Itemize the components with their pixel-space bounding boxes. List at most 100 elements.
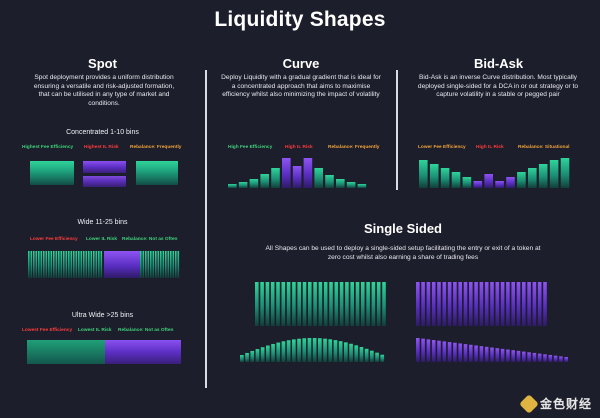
spot-wide-bar bbox=[48, 251, 50, 278]
single-sided-spot-purple-bar bbox=[543, 282, 547, 326]
single-sided-bid-ask-purple-bar bbox=[469, 344, 473, 362]
curve-tag-il: High IL Risk bbox=[285, 145, 313, 150]
single-sided-spot-purple-bar bbox=[437, 282, 441, 326]
single-sided-spot-purple-bar bbox=[537, 282, 542, 326]
single-sided-bid-ask-purple-bar bbox=[458, 343, 462, 362]
single-sided-curve-green-bar bbox=[240, 355, 244, 362]
spot-wide-bar bbox=[35, 251, 38, 278]
single-sided-spot-purple-bar bbox=[458, 282, 462, 326]
single-sided-curve-green-bar bbox=[292, 339, 296, 362]
single-sided-spot-green-bar bbox=[339, 282, 344, 326]
spot-concentrated-label: Concentrated 1-10 bins bbox=[66, 129, 139, 136]
single-sided-curve-green-bar bbox=[302, 338, 307, 362]
curve-bar bbox=[292, 166, 302, 188]
single-sided-spot-purple-bar bbox=[431, 282, 436, 326]
spot-ultra-wide-block-left bbox=[27, 340, 105, 364]
single-sided-curve-green-bar bbox=[359, 346, 364, 362]
spot-wide-bar bbox=[40, 251, 43, 278]
spot-wide-bar bbox=[150, 251, 152, 278]
single-sided-spot-green-bar bbox=[297, 282, 301, 326]
single-sided-curve-green-bar bbox=[260, 347, 265, 362]
single-sided-spot-green-bar bbox=[276, 282, 280, 326]
single-sided-bid-ask-purple-bar bbox=[548, 354, 553, 362]
single-sided-curve-green-bar bbox=[344, 342, 348, 362]
bid-ask-bar bbox=[506, 177, 515, 188]
spot-wide-bar bbox=[172, 251, 175, 278]
bid-ask-heading: Bid-Ask bbox=[473, 56, 524, 71]
curve-bar bbox=[249, 179, 259, 188]
single-sided-curve-green-bar bbox=[323, 338, 327, 362]
spot-wide-bar bbox=[68, 251, 70, 278]
single-sided-spot-purple-bar bbox=[421, 282, 425, 326]
single-sided-spot-green-bar bbox=[334, 282, 339, 326]
single-sided-curve-green-bar bbox=[318, 338, 322, 362]
single-sided-description: All Shapes can be used to deploy a singl… bbox=[265, 245, 541, 261]
single-sided-curve-green-bar bbox=[286, 340, 291, 362]
spot-wide-bar bbox=[50, 251, 53, 278]
single-sided-bid-ask-purple-bar bbox=[495, 348, 500, 362]
single-sided-spot-green-bar bbox=[313, 282, 317, 326]
bid-ask-bar bbox=[549, 160, 559, 188]
spot-wide-bar bbox=[93, 251, 95, 278]
spot-concentrated-tag-il: Highest IL Risk bbox=[84, 145, 119, 150]
single-sided-spot-purple-bar bbox=[426, 282, 431, 326]
spot-wide-bar bbox=[33, 251, 35, 278]
curve-bar bbox=[346, 182, 356, 188]
single-sided-curve-green-bar bbox=[307, 338, 312, 362]
single-sided-curve-green-bar bbox=[271, 343, 275, 362]
single-sided-spot-green-bar bbox=[361, 282, 365, 326]
spot-wide-bar bbox=[75, 251, 78, 278]
spot-wide-bar bbox=[55, 251, 58, 278]
bid-ask-bar bbox=[517, 172, 526, 188]
spot-ultra-wide-tag-il: Lowest IL Risk bbox=[78, 328, 112, 333]
spot-wide-bar bbox=[100, 251, 103, 278]
brand-logo-icon bbox=[519, 393, 539, 414]
spot-wide-bar bbox=[45, 251, 48, 278]
spot-wide-bar bbox=[30, 251, 33, 278]
single-sided-spot-green-bar bbox=[350, 282, 354, 326]
single-sided-curve-green-bar bbox=[380, 354, 385, 362]
single-sided-curve-green-bar bbox=[266, 345, 270, 362]
bid-ask-bar bbox=[440, 168, 450, 188]
single-sided-curve-green-bar bbox=[312, 338, 317, 362]
spot-wide-bar bbox=[162, 251, 165, 278]
single-sided-spot-purple-bar bbox=[442, 282, 447, 326]
single-sided-bid-ask-purple-bar bbox=[500, 348, 505, 362]
spot-wide-bar bbox=[88, 251, 90, 278]
single-sided-bid-ask-purple-bar bbox=[453, 342, 457, 362]
single-sided-curve-green-bar bbox=[328, 339, 333, 362]
spot-heading: Spot bbox=[88, 56, 117, 71]
spot-ultra-wide-block-right bbox=[105, 340, 181, 364]
single-sided-spot-green-bar bbox=[318, 282, 323, 326]
curve-bar bbox=[325, 175, 334, 188]
single-sided-spot-green-bar bbox=[302, 282, 307, 326]
bid-ask-tag-il: High IL Risk bbox=[476, 145, 504, 150]
single-sided-bid-ask-purple-bar bbox=[463, 344, 468, 362]
spot-description: Spot deployment provides a uniform distr… bbox=[33, 74, 175, 107]
single-sided-bid-ask-purple-bar bbox=[564, 357, 568, 362]
spot-wide-bar bbox=[152, 251, 155, 278]
single-sided-curve-green-bar bbox=[245, 352, 249, 362]
spot-wide-bar bbox=[160, 251, 162, 278]
spot-wide-bar bbox=[85, 251, 88, 278]
single-sided-spot-green-bar bbox=[286, 282, 291, 326]
bid-ask-bar bbox=[538, 164, 548, 188]
spot-wide-bar bbox=[104, 251, 140, 278]
single-sided-bid-ask-purple-bar bbox=[442, 341, 447, 362]
spot-concentrated-block-center-top bbox=[83, 161, 126, 173]
spot-wide-bar bbox=[142, 251, 145, 278]
single-sided-spot-purple-bar bbox=[506, 282, 510, 326]
bid-ask-tag-rebalance: Rebalance: Situational bbox=[518, 145, 570, 150]
single-sided-spot-green-bar bbox=[371, 282, 376, 326]
single-sided-spot-purple-bar bbox=[469, 282, 473, 326]
spot-wide-bar bbox=[80, 251, 83, 278]
spot-wide-bar bbox=[155, 251, 157, 278]
spot-wide-label: Wide 11-25 bins bbox=[77, 219, 128, 226]
spot-wide-bar bbox=[70, 251, 73, 278]
spot-ultra-wide-label: Ultra Wide >25 bins bbox=[71, 312, 134, 319]
bid-ask-bar bbox=[419, 160, 428, 188]
single-sided-bid-ask-purple-bar bbox=[522, 351, 526, 362]
single-sided-spot-green-bar bbox=[382, 282, 386, 326]
single-sided-spot-green-bar bbox=[292, 282, 296, 326]
spot-wide-bar bbox=[165, 251, 167, 278]
